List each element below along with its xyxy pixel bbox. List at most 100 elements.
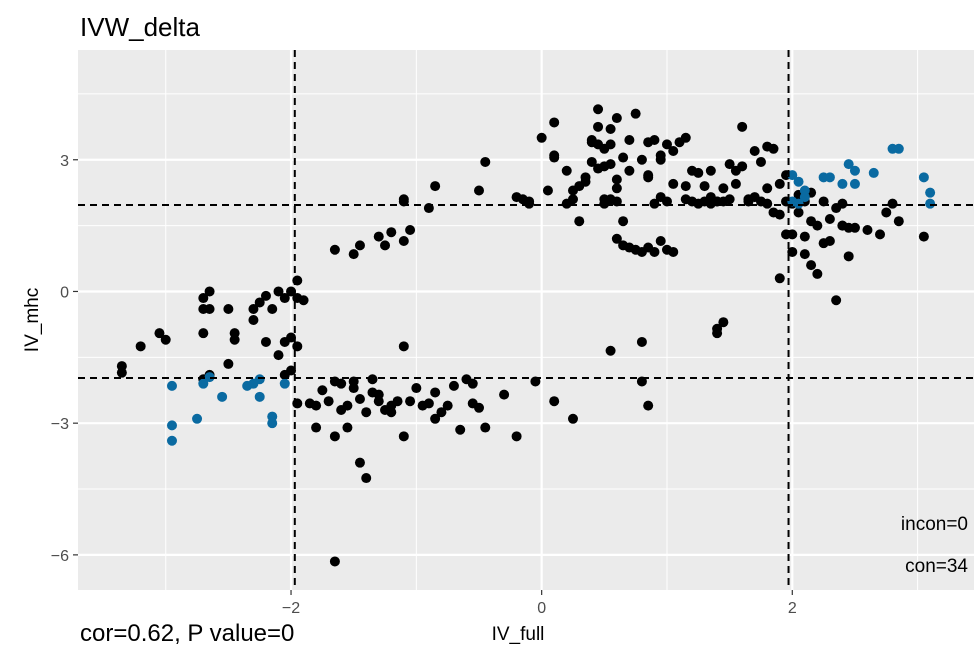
x-axis: −2 0 2 — [282, 590, 797, 617]
data-point-black — [198, 293, 209, 304]
data-point-blue — [843, 159, 854, 170]
data-point-black — [730, 178, 741, 189]
data-point-black — [799, 231, 810, 242]
x-axis-title: IV_full — [492, 624, 545, 645]
data-point-black — [593, 121, 604, 132]
data-point-black — [636, 376, 647, 387]
data-point-black — [649, 135, 660, 145]
data-point-black — [567, 413, 578, 424]
data-point-black — [348, 383, 359, 394]
data-point-black — [474, 185, 485, 196]
data-point-blue — [166, 435, 177, 446]
major-grid — [78, 50, 974, 590]
data-point-black — [655, 235, 666, 246]
data-point-blue — [925, 187, 936, 198]
data-point-blue — [204, 372, 215, 383]
data-point-black — [574, 216, 585, 227]
data-point-black — [342, 422, 353, 433]
data-point-black — [286, 332, 297, 343]
data-point-black — [611, 183, 622, 194]
data-point-black — [661, 139, 672, 150]
data-point-blue — [793, 198, 804, 209]
data-point-black — [279, 293, 290, 304]
data-point-blue — [824, 172, 835, 183]
data-point-black — [417, 400, 428, 411]
data-point-black — [618, 216, 629, 227]
data-point-black — [317, 385, 328, 396]
data-point-black — [442, 400, 453, 411]
data-point-black — [398, 341, 409, 352]
data-point-black — [430, 413, 441, 424]
data-point-black — [329, 431, 340, 442]
data-point-black — [636, 336, 647, 347]
data-point-black — [818, 196, 829, 207]
data-point-blue — [868, 167, 879, 178]
data-point-black — [354, 240, 365, 251]
data-point-black — [223, 304, 234, 315]
data-point-black — [875, 229, 886, 240]
data-point-black — [499, 389, 510, 400]
data-point-black — [618, 152, 629, 163]
data-point-black — [774, 273, 785, 284]
incon-annotation: incon=0 — [901, 514, 968, 535]
data-point-blue — [254, 391, 265, 402]
data-point-black — [348, 249, 359, 260]
y-tick-label: 3 — [60, 153, 69, 170]
data-point-black — [599, 194, 610, 205]
data-point-black — [567, 194, 578, 205]
data-point-black — [649, 198, 660, 209]
data-point-black — [405, 225, 416, 235]
data-point-black — [737, 121, 748, 132]
data-point-black — [229, 334, 240, 345]
data-point-black — [712, 328, 723, 339]
data-point-black — [467, 398, 478, 409]
data-point-blue — [166, 380, 177, 391]
data-point-blue — [198, 378, 209, 389]
data-point-black — [248, 315, 259, 325]
data-point-black — [737, 161, 748, 172]
data-point-black — [718, 317, 729, 328]
data-point-black — [361, 407, 372, 418]
data-point-black — [849, 222, 860, 233]
y-tick-label: −3 — [51, 416, 69, 433]
data-point-black — [254, 297, 265, 308]
data-point-black — [636, 154, 647, 165]
data-point-black — [586, 156, 597, 167]
data-point-black — [398, 235, 409, 246]
data-point-black — [286, 365, 297, 376]
data-point-black — [354, 457, 365, 468]
data-point-black — [824, 235, 835, 246]
data-point-black — [593, 104, 604, 115]
threshold-lines — [78, 50, 974, 590]
data-point-black — [668, 145, 679, 156]
data-point-black — [680, 132, 691, 143]
data-point-black — [286, 286, 297, 297]
data-point-blue — [918, 172, 929, 183]
data-point-black — [380, 240, 391, 251]
data-point-black — [398, 431, 409, 442]
data-point-black — [593, 139, 604, 150]
data-point-black — [467, 378, 478, 389]
data-point-black — [668, 246, 679, 257]
data-point-black — [329, 244, 340, 255]
data-point-black — [436, 407, 447, 418]
data-point-black — [549, 152, 560, 163]
data-point-black — [837, 220, 848, 231]
data-point-black — [311, 400, 322, 411]
data-point-black — [724, 194, 735, 205]
data-point-black — [160, 334, 171, 345]
y-axis-title: IV_mhc — [22, 288, 43, 352]
data-point-black — [812, 220, 823, 231]
data-point-black — [755, 156, 766, 167]
data-point-black — [430, 181, 441, 192]
data-point-black — [611, 233, 622, 244]
data-point-black — [724, 159, 735, 170]
data-point-black — [749, 192, 760, 203]
data-point-black — [260, 290, 271, 301]
data-point-black — [561, 165, 572, 176]
data-point-black — [480, 156, 491, 167]
data-point-blue — [166, 420, 177, 431]
data-point-black — [329, 376, 340, 387]
data-point-black — [511, 431, 522, 442]
data-point-black — [542, 185, 553, 196]
